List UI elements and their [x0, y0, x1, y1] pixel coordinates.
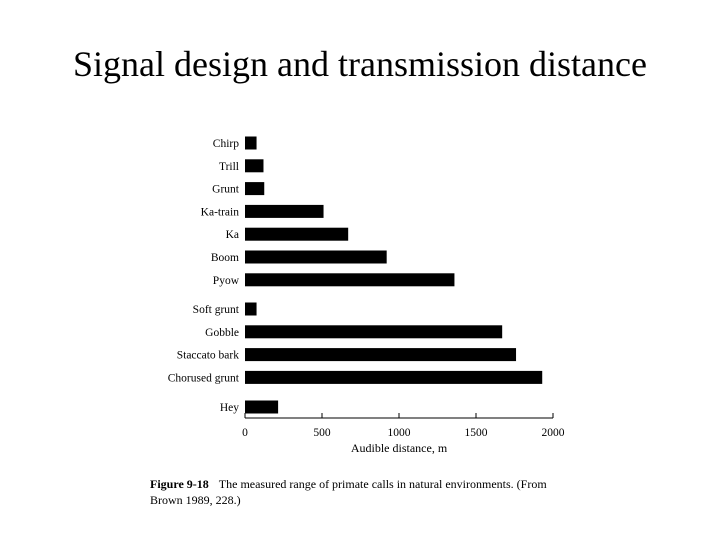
bar-staccato-bark — [245, 348, 517, 362]
x-tick-label: 2000 — [542, 427, 565, 439]
figure-caption-text: The measured range of primate calls in n… — [150, 477, 547, 507]
category-label: Trill — [219, 161, 239, 173]
bar-ka-train — [245, 204, 324, 218]
bar-group — [245, 136, 543, 414]
x-tick-label: 500 — [313, 427, 331, 439]
category-label: Grunt — [212, 184, 240, 196]
category-label: Gobble — [205, 327, 239, 339]
x-axis: 0 500 1000 1500 2000 — [242, 413, 565, 439]
bar-chorused-grunt — [245, 370, 543, 384]
x-tick-label: 1000 — [388, 427, 411, 439]
category-label: Chorused grunt — [168, 372, 240, 384]
bar-pyow — [245, 273, 455, 287]
bar-trill — [245, 159, 264, 173]
category-label: Pyow — [213, 275, 240, 287]
bar-ka — [245, 227, 349, 241]
x-axis-label: Audible distance, m — [351, 441, 448, 455]
category-labels: Chirp Trill Grunt Ka-train Ka Boom Pyow Soft gr… — [168, 138, 240, 414]
figure-label: Figure 9-18 — [150, 477, 209, 491]
bar-hey — [245, 400, 279, 414]
x-tick-label: 1500 — [465, 427, 488, 439]
category-label: Staccato bark — [177, 350, 240, 362]
bar-chirp — [245, 136, 257, 150]
category-label: Ka — [226, 229, 239, 241]
category-label: Ka-train — [201, 206, 240, 218]
category-label: Boom — [211, 252, 239, 264]
bar-boom — [245, 250, 387, 264]
category-label: Chirp — [213, 138, 239, 150]
bar-grunt — [245, 182, 265, 196]
bar-gobble — [245, 325, 503, 339]
slide-title: Signal design and transmission distance — [73, 44, 647, 84]
x-tick-label: 0 — [242, 427, 248, 439]
bar-soft-grunt — [245, 302, 257, 316]
figure-caption: Figure 9-18 The measured range of primate… — [150, 476, 580, 508]
category-label: Soft grunt — [193, 304, 240, 316]
category-label: Hey — [220, 402, 239, 414]
